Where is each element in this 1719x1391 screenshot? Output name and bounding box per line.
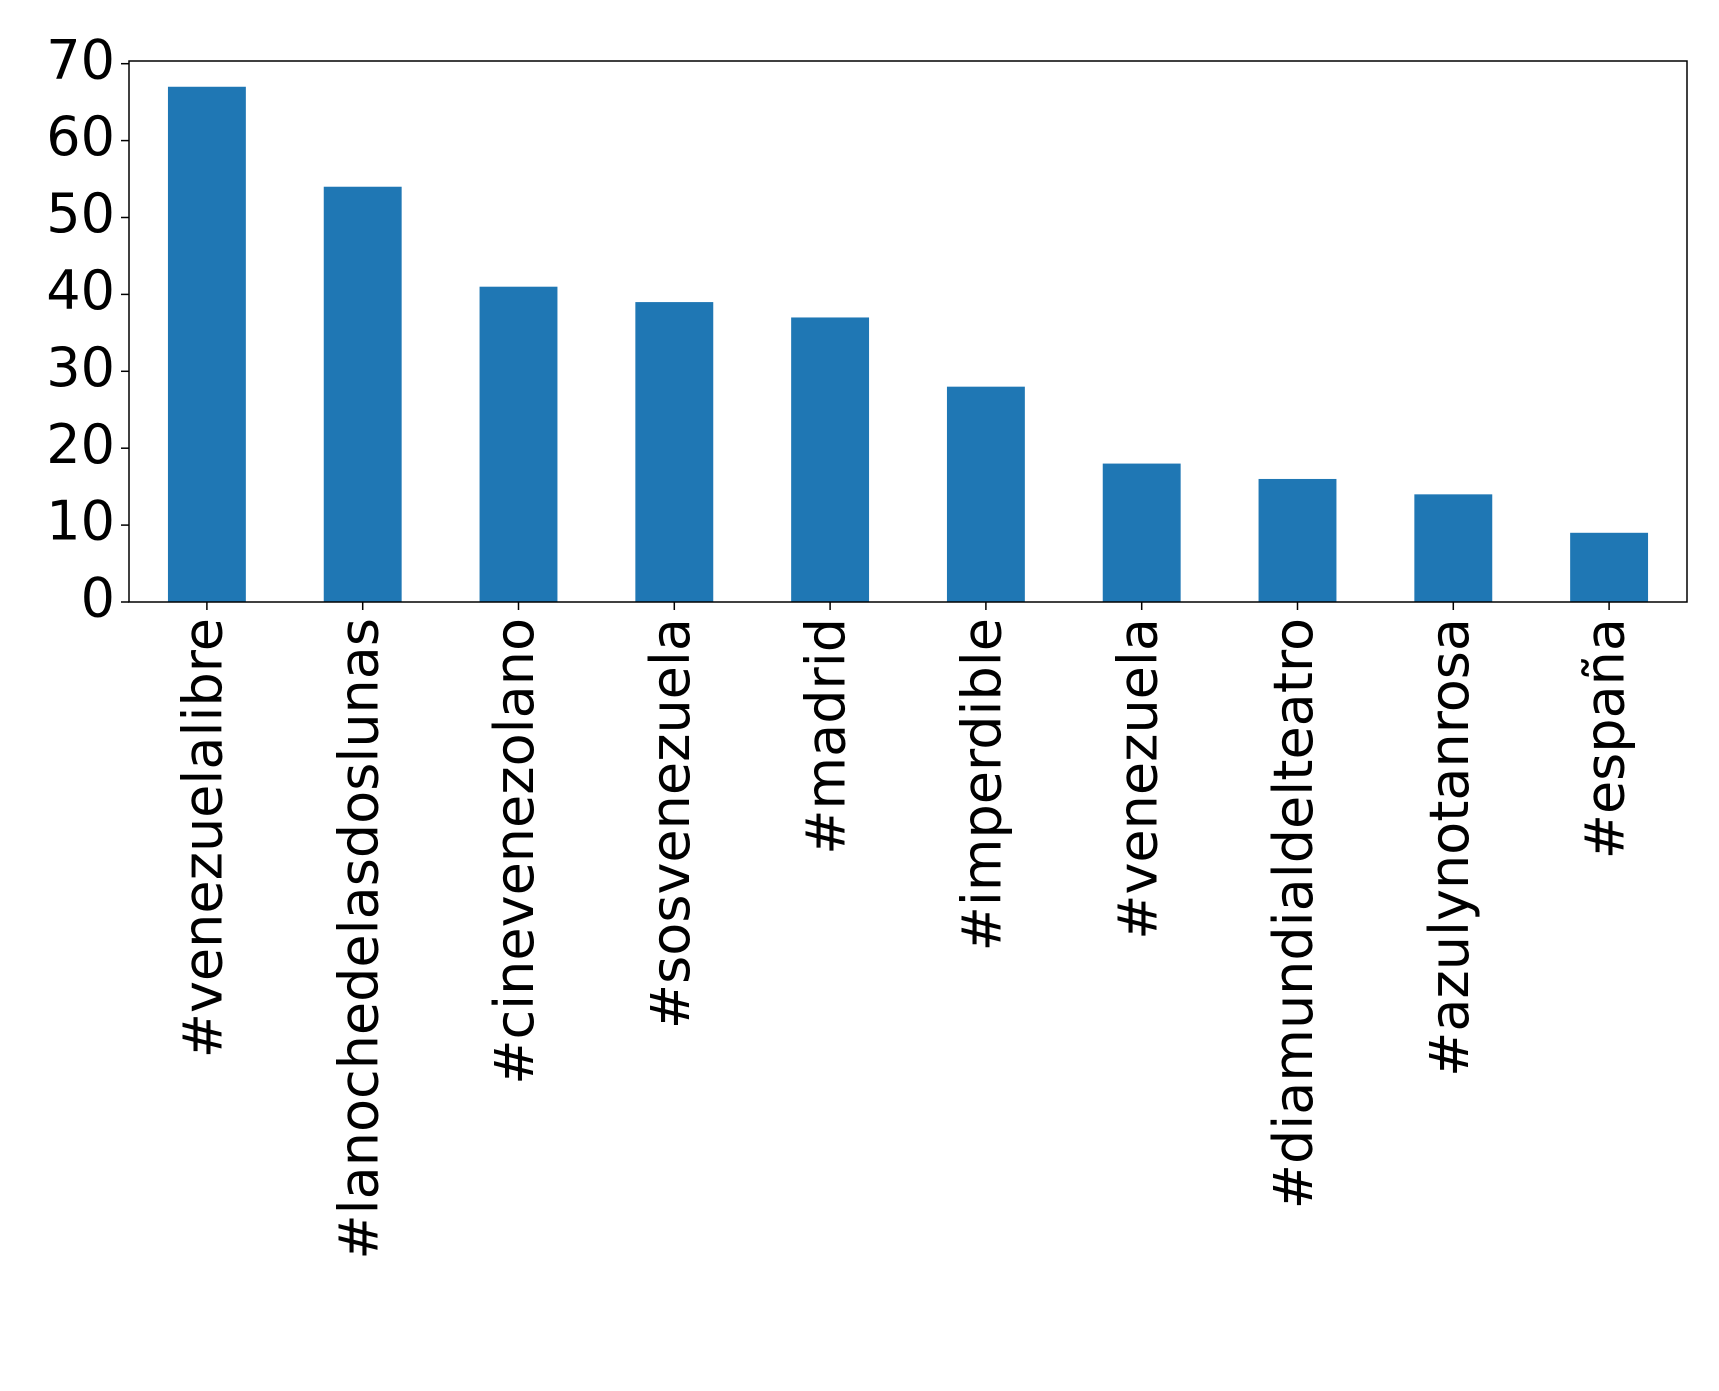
bar: [791, 317, 870, 602]
x-tick-label: #madrid: [795, 618, 858, 855]
y-tick-label: 20: [46, 413, 115, 476]
bar: [1570, 532, 1649, 602]
y-tick-label: 40: [46, 259, 115, 322]
bar: [479, 286, 558, 602]
x-tick-label: #azulynotanrosa: [1418, 618, 1481, 1077]
plot-frame: [128, 60, 1688, 603]
y-tick-label: 70: [46, 28, 115, 91]
x-tick-label: #lanochedelasdoslunas: [327, 618, 390, 1260]
x-tick-label: #diamundialdelteatro: [1262, 618, 1325, 1209]
x-tick-label: #venezuela: [1106, 618, 1169, 940]
x-tick-label: #españa: [1574, 618, 1637, 859]
bar: [946, 386, 1025, 602]
x-tick-label: #venezuelalibre: [172, 618, 235, 1058]
x-tick-label: #sosvenezuela: [639, 618, 702, 1029]
bar: [167, 86, 246, 602]
y-tick-label: 50: [46, 182, 115, 245]
bar: [1102, 463, 1181, 602]
y-tick-label: 0: [81, 567, 115, 630]
bar: [1258, 478, 1337, 602]
y-tick-label: 60: [46, 105, 115, 168]
bar: [1414, 494, 1493, 602]
x-tick-label: #cinevenezolano: [483, 618, 546, 1085]
bar: [635, 302, 714, 602]
bar: [323, 186, 402, 603]
y-tick-label: 10: [46, 490, 115, 553]
y-tick-label: 30: [46, 336, 115, 399]
x-tick-label: #imperdible: [951, 618, 1014, 951]
